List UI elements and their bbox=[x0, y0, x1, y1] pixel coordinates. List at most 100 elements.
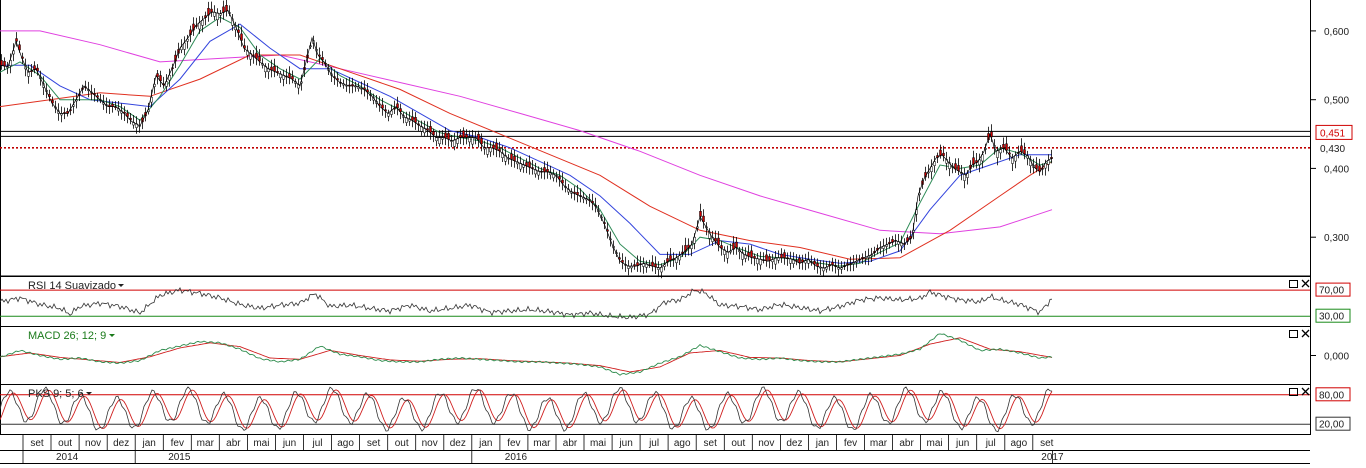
candle-body bbox=[435, 137, 438, 142]
candle-body bbox=[717, 237, 720, 246]
candle-body bbox=[216, 12, 219, 20]
candle-body bbox=[438, 137, 441, 145]
month-label: jan bbox=[142, 438, 156, 449]
candle-body bbox=[3, 60, 6, 67]
candle-body bbox=[735, 241, 738, 248]
candle-body bbox=[798, 257, 801, 264]
month-label: dez bbox=[450, 438, 466, 449]
candle-body bbox=[678, 255, 681, 261]
month-label: out bbox=[395, 438, 409, 449]
candle-body bbox=[477, 133, 480, 141]
rsi-maximize-icon[interactable] bbox=[1289, 280, 1298, 288]
candle-body bbox=[489, 147, 492, 153]
rsi-line bbox=[0, 287, 1053, 320]
candle-body bbox=[1023, 149, 1026, 154]
pks-close-icon[interactable] bbox=[1301, 387, 1310, 396]
rsi-close-icon[interactable] bbox=[1301, 279, 1310, 288]
candle-body bbox=[471, 137, 474, 145]
pks-maximize-icon[interactable] bbox=[1289, 388, 1298, 396]
candle-body bbox=[969, 164, 972, 169]
candle-body bbox=[159, 75, 162, 82]
candle-body bbox=[1035, 164, 1038, 169]
candle-body bbox=[933, 161, 936, 166]
candle-body bbox=[513, 155, 516, 161]
candle-body bbox=[546, 169, 549, 173]
month-label: ago bbox=[337, 438, 354, 449]
candle-body bbox=[444, 132, 447, 139]
candle-body bbox=[255, 52, 258, 59]
candle-body bbox=[192, 23, 195, 31]
candle-body bbox=[126, 112, 129, 117]
candle-body bbox=[387, 113, 390, 117]
price-close-line bbox=[0, 9, 1053, 269]
month-label: jul bbox=[648, 438, 659, 449]
candle-body bbox=[981, 154, 984, 162]
month-label: set bbox=[704, 438, 718, 449]
month-label: fev bbox=[507, 438, 520, 449]
rsi-level-label: 70,00 bbox=[1319, 286, 1344, 297]
year-label: 2017 bbox=[1041, 452, 1064, 463]
candle-body bbox=[759, 258, 762, 266]
month-label: jul bbox=[985, 438, 996, 449]
month-label: nov bbox=[85, 438, 101, 449]
price-tick-label: 0,500 bbox=[1324, 96, 1349, 107]
candle-body bbox=[930, 166, 933, 172]
candle-body bbox=[780, 253, 783, 259]
candle-body bbox=[399, 108, 402, 112]
time-axis: set out nov dez jan fev mar abr mai jun jul ago set o… bbox=[22, 435, 1064, 463]
candle-body bbox=[996, 150, 999, 158]
macd-title: MACD 26; 12; 9 bbox=[28, 330, 106, 342]
last-price-label: 0,451 bbox=[1320, 128, 1345, 139]
candle-body bbox=[462, 130, 465, 138]
month-label: dez bbox=[786, 438, 802, 449]
candle-body bbox=[726, 251, 729, 259]
pks-panel: 80,00 20,00 bbox=[0, 386, 1351, 433]
month-label: fev bbox=[171, 438, 184, 449]
macd-dropdown-icon[interactable] bbox=[109, 334, 115, 337]
month-label: set bbox=[367, 438, 381, 449]
month-label: jun bbox=[955, 438, 969, 449]
month-label: mar bbox=[870, 438, 888, 449]
pks-dropdown-icon[interactable] bbox=[86, 392, 92, 395]
candle-body bbox=[1038, 165, 1041, 172]
month-label: abr bbox=[226, 438, 241, 449]
candle-body bbox=[627, 265, 630, 269]
candle-body bbox=[15, 38, 18, 42]
candle-body bbox=[990, 131, 993, 138]
candle-body bbox=[1020, 145, 1023, 153]
rsi-panel: 70,00 30,00 bbox=[0, 282, 1351, 323]
moving-average-fast bbox=[0, 16, 1053, 267]
candle-body bbox=[180, 46, 183, 51]
candle-body bbox=[747, 252, 750, 257]
macd-panel: 0,000 bbox=[0, 333, 1349, 376]
moving-average-long bbox=[0, 30, 1053, 235]
candle-body bbox=[480, 138, 483, 145]
candle-body bbox=[948, 162, 951, 169]
candle-body bbox=[774, 257, 777, 265]
candle-body bbox=[234, 25, 237, 31]
rsi-panel-frame bbox=[0, 276, 1311, 327]
month-label: out bbox=[58, 438, 72, 449]
year-label: 2014 bbox=[56, 452, 79, 463]
macd-close-icon[interactable] bbox=[1301, 329, 1310, 338]
price-tick-label: 0,300 bbox=[1324, 233, 1349, 244]
moving-average-slow bbox=[0, 54, 1053, 260]
month-label: mai bbox=[927, 438, 943, 449]
rsi-level-label: 30,00 bbox=[1319, 312, 1344, 323]
month-label: dez bbox=[113, 438, 129, 449]
candle-body bbox=[777, 257, 780, 261]
pks-line bbox=[0, 386, 1053, 433]
month-label: jul bbox=[311, 438, 322, 449]
pks-level-label: 20,00 bbox=[1319, 420, 1344, 431]
candle-body bbox=[1005, 143, 1008, 151]
rsi-dropdown-icon[interactable] bbox=[118, 284, 124, 287]
price-y-axis: 0,600 0,500 0,400 0,300 0,451 0,430 bbox=[1310, 27, 1353, 244]
last-price-badge bbox=[1315, 124, 1353, 140]
candle-body bbox=[453, 139, 456, 147]
macd-maximize-icon[interactable] bbox=[1289, 330, 1298, 338]
candle-body bbox=[381, 104, 384, 109]
month-label: mar bbox=[197, 438, 215, 449]
candle-body bbox=[702, 215, 705, 222]
candle-body bbox=[558, 176, 561, 180]
